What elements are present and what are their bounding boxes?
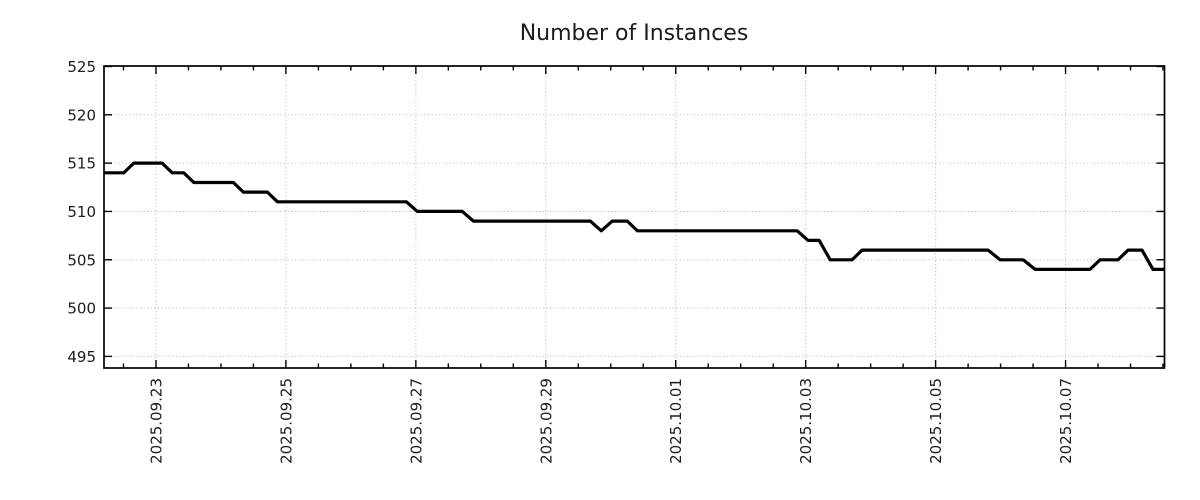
x-tick-label: 2025.10.07: [1057, 378, 1075, 464]
y-tick-label: 525: [67, 58, 96, 76]
series-line: [104, 161, 1165, 271]
axis-ticks: [104, 65, 1165, 368]
chart-title: Number of Instances: [520, 21, 749, 46]
y-tick-label: 515: [67, 155, 96, 173]
x-tick-label: 2025.10.01: [667, 378, 685, 464]
plot-frame: [103, 65, 1166, 369]
tick-labels: 495 500 505 510 515 520 525 2025.09.23 2025.09.2…: [67, 58, 1075, 464]
gridlines: [104, 65, 1165, 368]
x-tick-label: 2025.10.03: [797, 378, 815, 464]
y-tick-label: 510: [67, 203, 96, 221]
x-tick-label: 2025.09.25: [277, 378, 295, 464]
x-tick-label: 2025.09.27: [407, 378, 425, 464]
y-tick-label: 500: [67, 300, 96, 318]
y-tick-label: 505: [67, 251, 96, 269]
y-tick-label: 495: [67, 348, 96, 366]
x-tick-label: 2025.09.29: [537, 378, 555, 464]
x-tick-label: 2025.09.23: [147, 378, 165, 464]
y-tick-label: 520: [67, 106, 96, 124]
x-tick-label: 2025.10.05: [927, 378, 945, 464]
